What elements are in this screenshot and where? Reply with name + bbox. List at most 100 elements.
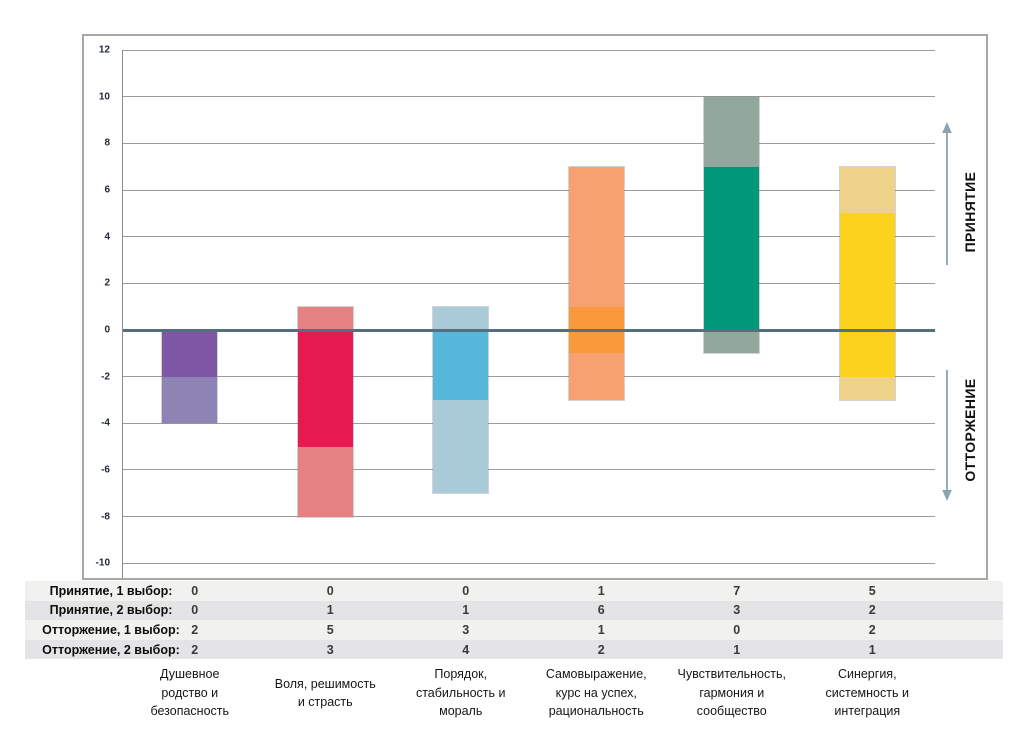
acceptance-axis-label: ПРИНЯТИЕ: [962, 171, 978, 253]
y-axis-tick-label: 4: [104, 231, 110, 243]
gridline: [123, 469, 935, 471]
table-row-label: Отторжение, 1 выбор:: [42, 622, 180, 637]
bar-segment: [433, 399, 489, 494]
bar-column-6: [839, 166, 895, 400]
gridline: [123, 282, 935, 284]
table-cell-value: 0: [191, 583, 199, 598]
bar-segment: [162, 376, 218, 424]
category-label-line: гармония и: [699, 685, 765, 700]
table-cell-value: 2: [191, 642, 199, 657]
gridline: [123, 236, 935, 238]
category-label-line: Самовыражение,: [545, 667, 647, 682]
table-cell-value: 3: [326, 642, 334, 657]
category-label-line: курс на успех,: [555, 685, 637, 700]
y-axis-tick-label: 8: [104, 137, 110, 149]
table-cell-value: 0: [326, 583, 334, 598]
bar-segment: [839, 329, 895, 377]
bar-segment: [433, 306, 489, 330]
acceptance-arrow-icon: [942, 122, 952, 265]
bar-segment: [568, 353, 624, 400]
gridline: [123, 422, 935, 424]
table-cell-value: 2: [868, 603, 876, 618]
category-label: Чувствительность, гармония и сообщество: [657, 662, 807, 724]
y-axis-tick-label: 2: [104, 277, 110, 289]
gridline: [123, 562, 935, 564]
bar-segment: [839, 213, 895, 330]
table-cell-value: 5: [868, 583, 876, 598]
y-axis-tick-label: -2: [101, 371, 110, 383]
table-cell-value: 5: [326, 622, 334, 637]
bar-segment: [297, 306, 353, 330]
category-label-line: стабильность и: [415, 685, 506, 700]
bar-segment: [839, 166, 895, 214]
bar-column-5: [704, 96, 760, 354]
table-cell-value: 0: [733, 622, 741, 637]
bar-column-2: [297, 306, 353, 517]
y-axis-tick-label: 12: [98, 44, 110, 56]
table-row-label: Принятие, 1 выбор:: [49, 583, 173, 598]
bar-segment: [568, 166, 624, 307]
table-cell-value: 2: [597, 642, 605, 657]
chart-outer-frame: [82, 34, 988, 580]
category-label-line: безопасность: [150, 704, 230, 719]
bar-segment: [568, 306, 624, 330]
gridline: [123, 189, 935, 191]
category-label: Душевное родство и безопасность: [115, 662, 265, 724]
gridline: [123, 49, 935, 51]
table-cell-value: 6: [597, 603, 605, 618]
category-label: Порядок, стабильность и мораль: [386, 662, 536, 724]
bar-segment: [162, 330, 218, 377]
category-label-line: мораль: [439, 704, 483, 719]
category-label-line: Воля, решимость: [274, 676, 376, 691]
table-cell-value: 0: [191, 603, 199, 618]
bar-column-4: [568, 166, 624, 400]
y-axis-tick-label: 10: [98, 91, 110, 103]
category-label-line: сообщество: [696, 704, 767, 719]
bar-segment: [297, 446, 353, 517]
table-row: Отторжение, 2 выбор: 2 3 4 2 1 1: [25, 639, 1003, 660]
category-label-line: и страсть: [297, 695, 353, 709]
category-label-line: Душевное: [160, 667, 220, 682]
bar-segment: [433, 329, 489, 400]
table-row: Принятие, 1 выбор: 0 0 0 1 7 5: [25, 581, 1003, 601]
table-cell-value: 2: [868, 622, 876, 637]
category-label: Синергия, системность и интеграция: [792, 662, 942, 724]
y-axis-tick-label: -6: [101, 464, 110, 476]
category-label-line: рациональность: [548, 704, 644, 719]
bar-segment: [568, 329, 624, 354]
table-cell-value: 1: [326, 603, 334, 618]
bar-segment: [839, 376, 895, 400]
y-axis-tick-label: 6: [104, 184, 110, 196]
category-label-line: системность и: [825, 685, 909, 700]
zero-axis-line: [123, 328, 935, 332]
category-label: Самовыражение, курс на успех, рациональнос…: [521, 662, 671, 724]
table-cell-value: 1: [462, 603, 470, 618]
category-label-line: Чувствительность,: [677, 667, 786, 682]
y-axis-tick-label: -10: [95, 557, 110, 569]
category-label: Воля, решимость и страсть: [250, 662, 400, 724]
gridline: [123, 142, 935, 144]
table-cell-value: 1: [733, 642, 741, 657]
gridline: [123, 96, 935, 98]
rejection-arrow-icon: [942, 370, 952, 501]
rejection-axis-label: ОТТОРЖЕНИЕ: [962, 378, 978, 482]
gridline: [123, 376, 935, 378]
table-cell-value: 1: [597, 583, 605, 598]
y-axis-tick-label: -8: [101, 511, 110, 523]
bar-segment: [704, 329, 760, 354]
table-row: Принятие, 2 выбор: 0 1 1 6 3 2: [25, 600, 1003, 621]
table-cell-value: 0: [462, 583, 470, 598]
bar-segment: [704, 166, 760, 330]
y-axis-tick-label: -4: [101, 417, 110, 429]
bar-column-3: [433, 306, 489, 494]
bar-column-1: [162, 330, 218, 424]
bar-segment: [704, 96, 760, 167]
category-label-line: родство и: [161, 685, 219, 700]
category-label-line: Синергия,: [837, 667, 897, 682]
table-cell-value: 2: [191, 622, 199, 637]
table-cell-value: 3: [462, 622, 470, 637]
table-cell-value: 3: [733, 603, 741, 618]
table-cell-value: 7: [733, 583, 741, 598]
category-label-line: интеграция: [834, 704, 901, 719]
